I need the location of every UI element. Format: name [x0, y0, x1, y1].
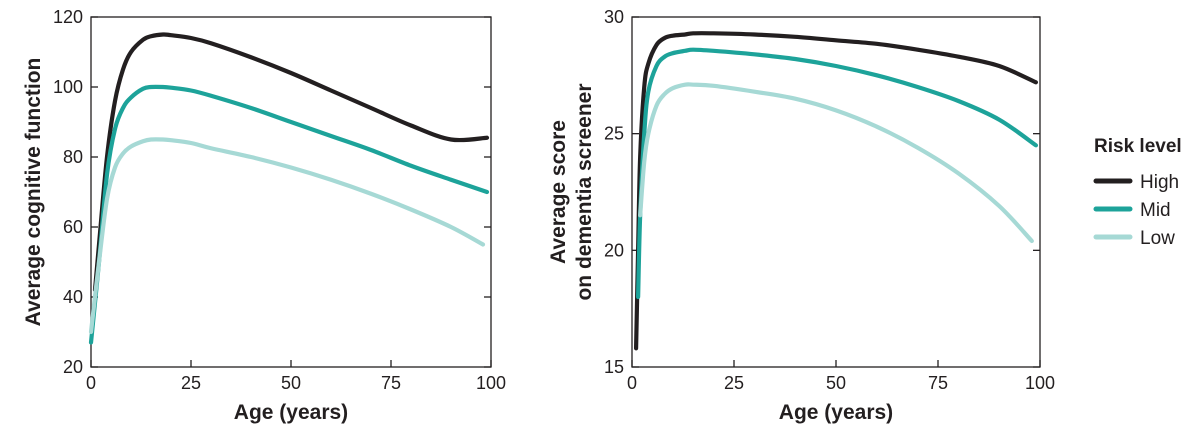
right-y-tick-label: 15: [604, 357, 624, 377]
legend-title: Risk level: [1094, 136, 1182, 157]
left-x-axis-title: Age (years): [234, 401, 348, 424]
right-y-axis-title-line-2: on dementia screener: [573, 83, 596, 300]
right-x-tick-label: 25: [724, 373, 744, 393]
left-y-tick-label: 20: [63, 357, 83, 377]
right-series-high-line: [633, 31, 1039, 351]
left-x-tick-label: 100: [476, 373, 506, 393]
left-y-tick-label: 60: [63, 217, 83, 237]
right-x-axis-title: Age (years): [779, 401, 893, 424]
left-x-tick-label: 75: [381, 373, 401, 393]
right-x-tick-label: 0: [627, 373, 637, 393]
left-y-tick-label: 120: [53, 7, 83, 27]
left-series-mid-line: [88, 84, 490, 345]
right-x-tick-label: 50: [826, 373, 846, 393]
left-x-tick-label: 50: [281, 373, 301, 393]
left-y-axis-title: Average cognitive function: [22, 58, 45, 327]
legend-label-mid: Mid: [1140, 200, 1171, 221]
right-y-tick-label: 20: [604, 240, 624, 260]
right-series-low-line: [638, 82, 1034, 244]
left-chart-cognitive-function: 0 25 50 75 100 20 40 60 80 100 120 Age (years) Avera…: [22, 7, 506, 424]
right-plot-frame: [631, 16, 1041, 368]
right-y-axis-title-line-1: Average score: [547, 120, 570, 264]
left-y-tick-label: 100: [53, 77, 83, 97]
right-y-tick-label: 25: [604, 124, 624, 144]
right-y-tick-label: 30: [604, 7, 624, 27]
left-x-tick-label: 25: [181, 373, 201, 393]
legend-label-low: Low: [1140, 228, 1175, 249]
right-series-mid-line: [636, 47, 1039, 300]
left-series-low-line: [88, 137, 486, 335]
left-x-tick-label: 0: [86, 373, 96, 393]
right-chart-dementia-screener: 0 25 50 75 100 15 20 25 30 Age (years) Average sco…: [547, 7, 1055, 424]
right-x-tick-label: 100: [1025, 373, 1055, 393]
left-y-tick-label: 40: [63, 287, 83, 307]
right-x-tick-label: 75: [928, 373, 948, 393]
left-series-high-line: [92, 32, 490, 293]
legend: Risk level High Mid Low: [1093, 136, 1182, 249]
left-plot-frame: [90, 16, 492, 368]
left-y-tick-label: 80: [63, 147, 83, 167]
legend-label-high: High: [1140, 172, 1179, 193]
